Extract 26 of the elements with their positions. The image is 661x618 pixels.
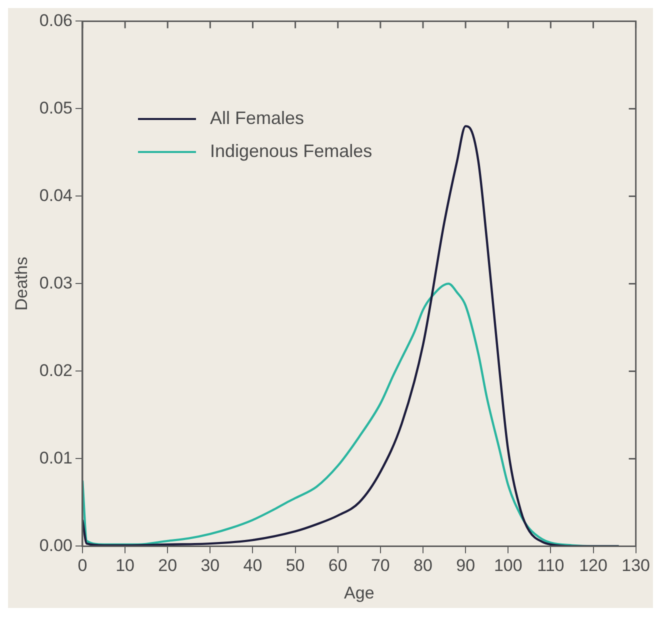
- y-tick-label: 0.05: [39, 98, 72, 118]
- legend-label: All Females: [210, 108, 304, 129]
- x-tick-label: 120: [579, 556, 608, 576]
- y-tick-label: 0.02: [39, 360, 72, 380]
- x-tick-label: 110: [537, 556, 564, 576]
- x-tick-label: 90: [456, 556, 476, 576]
- x-tick-label: 40: [243, 556, 262, 576]
- line-series: [82, 125, 620, 546]
- x-tick-label: 0: [78, 556, 88, 576]
- legend-label: Indigenous Females: [210, 141, 372, 162]
- y-tick-label: 0.00: [39, 536, 72, 555]
- x-tick-label: 80: [414, 556, 432, 576]
- x-tick-label: 70: [370, 556, 390, 576]
- y-tick-label: 0.06: [39, 10, 72, 30]
- y-axis-title: Deaths: [12, 256, 31, 311]
- y-tick-label: 0.01: [39, 448, 72, 468]
- x-tick-label: 60: [328, 556, 348, 576]
- x-tick-label: 20: [158, 556, 178, 576]
- x-axis-title: Age: [344, 583, 374, 602]
- x-tick-label: 30: [200, 556, 220, 576]
- x-tick-label: 10: [116, 556, 135, 576]
- x-tick-label: 130: [622, 556, 650, 576]
- y-tick-label: 0.03: [39, 273, 72, 292]
- x-tick-label: 50: [286, 556, 305, 576]
- x-tick-label: 100: [494, 556, 522, 576]
- y-tick-label: 0.04: [39, 186, 72, 205]
